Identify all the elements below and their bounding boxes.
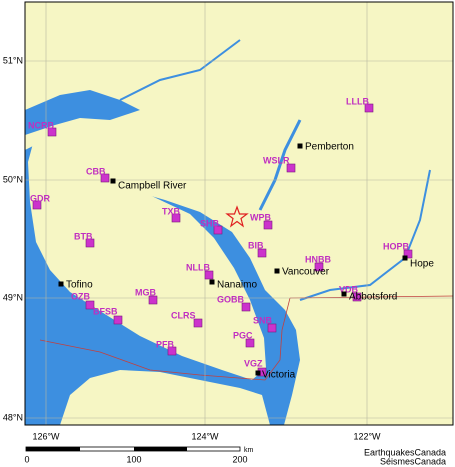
station-marker <box>148 295 158 305</box>
station-marker <box>32 200 42 210</box>
city-label: Vancouver <box>282 267 330 278</box>
station-label: CLRS <box>171 310 196 320</box>
station-label: HNBB <box>305 254 331 264</box>
station-label: SNB <box>253 315 273 325</box>
city-marker <box>110 178 116 184</box>
city-label: Campbell River <box>118 181 187 192</box>
station-marker <box>352 292 362 302</box>
scale-segment <box>26 447 80 451</box>
station-label: BFSB <box>93 306 118 316</box>
station-label: GDR <box>30 193 51 203</box>
city-label: Nanaimo <box>217 280 257 291</box>
credit: SéismesCanada <box>380 456 446 466</box>
station-marker <box>403 249 413 259</box>
station-marker <box>263 220 273 230</box>
lon-label: 124°W <box>191 431 219 441</box>
station-marker <box>267 323 277 333</box>
station-label: BTB <box>74 231 93 241</box>
station-label: PGC <box>233 330 253 340</box>
epicenter-star <box>225 205 249 228</box>
lat-label: 49°N <box>3 292 23 302</box>
station-label: CBB <box>86 166 106 176</box>
station-label: PFB <box>156 339 175 349</box>
station-marker <box>286 163 296 173</box>
city-marker <box>341 291 347 297</box>
station-marker <box>100 173 110 183</box>
city-marker <box>297 143 303 149</box>
city-marker <box>255 370 261 376</box>
city-label: Pemberton <box>305 142 354 153</box>
city-marker <box>58 281 64 287</box>
station-marker <box>167 346 177 356</box>
station-label: NCRB <box>28 120 54 130</box>
station-label: LLLB <box>346 96 369 106</box>
station-label: HOPB <box>383 241 410 251</box>
station-marker <box>364 103 374 113</box>
city-marker <box>209 279 215 285</box>
station-marker <box>113 315 123 325</box>
scale-label: 200 <box>232 454 247 464</box>
station-label: NLLB <box>186 262 210 272</box>
scale-unit: km <box>244 447 254 454</box>
credit: EarthquakesCanada <box>364 447 446 457</box>
station-marker <box>85 238 95 248</box>
station-label: SHB <box>200 218 220 228</box>
station-label: VGZ <box>244 358 263 368</box>
lon-label: 122°W <box>353 431 381 441</box>
city-label: Hope <box>410 259 434 270</box>
grid <box>25 2 453 425</box>
border <box>289 295 454 299</box>
scale-segment <box>134 447 187 451</box>
station-marker <box>213 225 223 235</box>
vancouver-island <box>28 126 266 380</box>
station-marker <box>241 302 251 312</box>
city-marker <box>402 255 408 261</box>
lat-label: 48°N <box>3 412 23 422</box>
station-marker <box>245 338 255 348</box>
station-label: TXB <box>162 206 181 216</box>
map-frame <box>24 1 454 426</box>
station-marker <box>257 248 267 258</box>
river <box>299 169 431 301</box>
lake <box>258 119 302 211</box>
city-label: Tofino <box>66 280 93 291</box>
lon-label: 126°W <box>32 431 60 441</box>
station-marker <box>193 318 203 328</box>
station-label: VDB <box>339 284 359 294</box>
station-marker <box>47 127 57 137</box>
lat-label: 51°N <box>3 55 23 65</box>
station-marker <box>204 270 214 280</box>
station-label: MGB <box>135 287 156 297</box>
station-label: OZB <box>71 291 90 301</box>
station-label: WSLR <box>263 155 290 165</box>
station-label: GOBB <box>217 294 245 304</box>
city-label: Victoria <box>262 370 296 381</box>
scale-label: 100 <box>126 454 141 464</box>
river <box>119 39 241 101</box>
city-label: Abbotsford <box>349 292 397 303</box>
border <box>39 297 291 381</box>
station-marker <box>314 262 324 272</box>
station-label: WPB <box>250 212 271 222</box>
city-marker <box>274 268 280 274</box>
scale-label: 0 <box>24 454 29 464</box>
station-marker <box>171 213 181 223</box>
station-label: BIB <box>248 240 264 250</box>
station-marker <box>85 300 95 310</box>
lat-label: 50°N <box>3 174 23 184</box>
water-inlet <box>25 90 140 135</box>
